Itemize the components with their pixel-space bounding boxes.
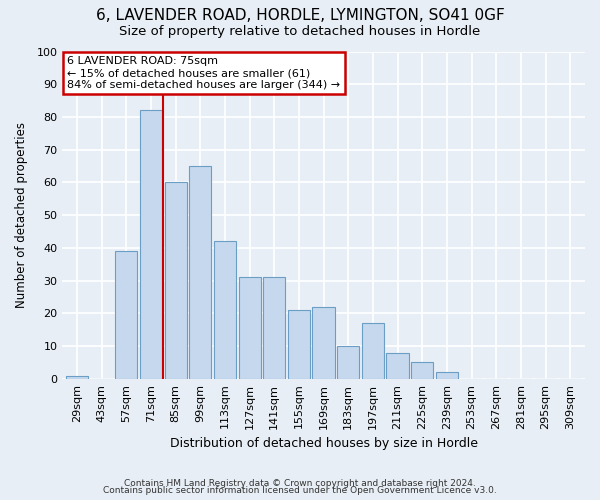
Bar bbox=[66, 376, 88, 379]
Bar bbox=[214, 242, 236, 379]
Bar bbox=[263, 278, 286, 379]
Text: Contains HM Land Registry data © Crown copyright and database right 2024.: Contains HM Land Registry data © Crown c… bbox=[124, 478, 476, 488]
Bar bbox=[436, 372, 458, 379]
Bar bbox=[164, 182, 187, 379]
Bar bbox=[337, 346, 359, 379]
Bar bbox=[288, 310, 310, 379]
Bar bbox=[115, 251, 137, 379]
Bar bbox=[239, 278, 261, 379]
Bar bbox=[140, 110, 162, 379]
Text: 6 LAVENDER ROAD: 75sqm
← 15% of detached houses are smaller (61)
84% of semi-det: 6 LAVENDER ROAD: 75sqm ← 15% of detached… bbox=[67, 56, 341, 90]
Bar bbox=[313, 307, 335, 379]
Bar bbox=[189, 166, 211, 379]
Text: Contains public sector information licensed under the Open Government Licence v3: Contains public sector information licen… bbox=[103, 486, 497, 495]
Y-axis label: Number of detached properties: Number of detached properties bbox=[15, 122, 28, 308]
Bar bbox=[386, 352, 409, 379]
X-axis label: Distribution of detached houses by size in Hordle: Distribution of detached houses by size … bbox=[170, 437, 478, 450]
Text: 6, LAVENDER ROAD, HORDLE, LYMINGTON, SO41 0GF: 6, LAVENDER ROAD, HORDLE, LYMINGTON, SO4… bbox=[95, 8, 505, 22]
Bar bbox=[411, 362, 433, 379]
Text: Size of property relative to detached houses in Hordle: Size of property relative to detached ho… bbox=[119, 25, 481, 38]
Bar bbox=[362, 323, 384, 379]
